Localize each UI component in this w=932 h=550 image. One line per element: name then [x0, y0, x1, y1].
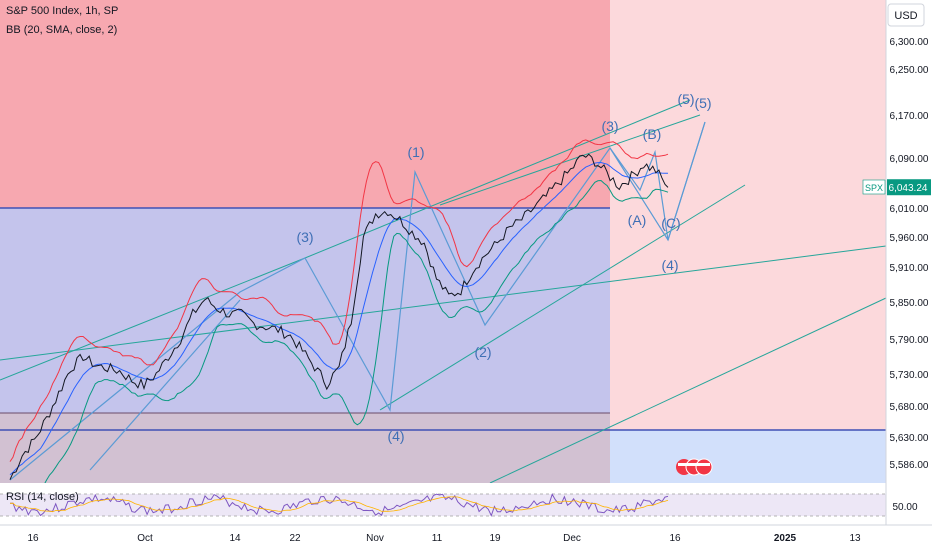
price-tag: [887, 179, 931, 196]
price-axis[interactable]: [886, 0, 932, 525]
us-flag-icons[interactable]: [676, 458, 713, 476]
rsi-label: RSI (14, close): [6, 491, 79, 503]
rsi-scale-label: 50.00: [892, 502, 917, 513]
rsi-ma-series: [9, 496, 669, 513]
x-tick-label: 11: [432, 533, 443, 544]
y-tick-label: 5,586.00: [890, 460, 929, 471]
time-axis[interactable]: [0, 525, 932, 550]
y-tick-label: 5,850.00: [890, 298, 929, 309]
y-tick-label: 5,960.00: [890, 233, 929, 244]
rsi-series: [9, 493, 669, 517]
wave-label: (3): [601, 118, 618, 134]
y-tick-label: 6,170.00: [890, 111, 929, 122]
wave-labels: (3) (4) (1) (2) (3) (4) (5) (5) (A) (B) (C): [296, 91, 711, 444]
wave-label: (1): [407, 144, 424, 160]
currency-button[interactable]: [887, 3, 925, 27]
y-tick-label: 5,790.00: [890, 335, 929, 346]
x-tick-label: 19: [489, 533, 501, 544]
bollinger-lower: [9, 179, 669, 493]
x-tick-label: 14: [229, 533, 241, 544]
wave-label: (2): [474, 344, 491, 360]
y-tick-label: 6,010.00: [890, 204, 929, 215]
price-series: [9, 153, 669, 480]
wave-label: (3): [296, 229, 313, 245]
indicator-label: BB (20, SMA, close, 2): [6, 24, 118, 36]
trendlines: [0, 99, 887, 484]
y-tick-label: 5,680.00: [890, 402, 929, 413]
x-tick-label: 22: [289, 533, 301, 544]
x-tick-label: 16: [669, 533, 681, 544]
y-axis-ticks: 6,300.00 6,250.00 6,170.00 6,090.00 6,010.00…: [890, 37, 929, 471]
price-tag-value: 6,043.24: [889, 183, 928, 194]
wave-label: (B): [643, 126, 662, 142]
bollinger-upper: [9, 139, 669, 462]
y-tick-label: 5,630.00: [890, 433, 929, 444]
wave-label: (5): [677, 91, 694, 107]
x-tick-label: 13: [849, 533, 861, 544]
symbol-label: SPX: [865, 183, 883, 193]
wave-label: (A): [628, 212, 647, 228]
y-tick-label: 5,730.00: [890, 370, 929, 381]
x-tick-label: Nov: [366, 533, 384, 544]
x-axis-ticks: 16 Oct 14 22 Nov 11 19 Dec 16 2025 13: [27, 533, 861, 544]
symbol-tag: [862, 179, 886, 195]
x-tick-label: Dec: [563, 533, 581, 544]
currency-label: USD: [894, 10, 917, 22]
wave-label: (5): [694, 95, 711, 111]
red-zone: [0, 0, 610, 208]
y-tick-label: 5,910.00: [890, 263, 929, 274]
wave-label: (4): [661, 257, 678, 273]
y-tick-label: 6,300.00: [890, 37, 929, 48]
chart-title: S&P 500 Index, 1h, SP: [6, 5, 119, 17]
wave-label: (4): [387, 428, 404, 444]
x-tick-label: 2025: [774, 533, 797, 544]
future-blue-zone: [610, 430, 886, 483]
x-tick-label: Oct: [137, 533, 153, 544]
x-tick-label: 16: [27, 533, 39, 544]
brown-zone: [0, 413, 610, 483]
wave-label: (C): [661, 215, 680, 231]
y-tick-label: 6,090.00: [890, 154, 929, 165]
future-zone: [610, 0, 886, 430]
y-tick-label: 6,250.00: [890, 65, 929, 76]
bollinger-basis: [9, 161, 668, 476]
